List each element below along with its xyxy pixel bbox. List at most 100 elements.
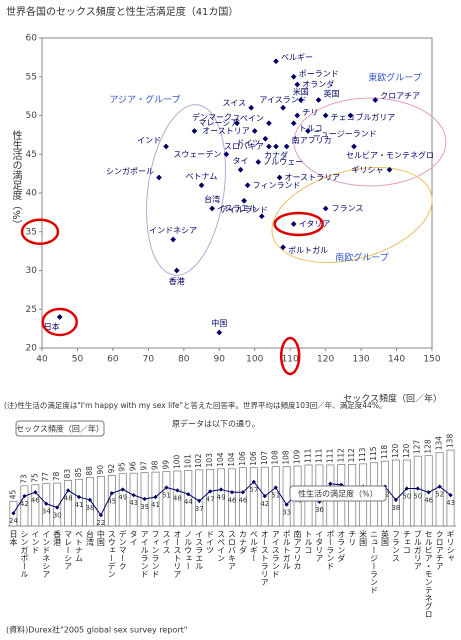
line-value-label: 41 xyxy=(151,501,160,509)
point xyxy=(290,221,297,227)
line-point xyxy=(186,492,191,497)
line-value-label: 33 xyxy=(282,509,291,517)
category-label: トルコ xyxy=(304,530,313,554)
point xyxy=(297,97,304,103)
line-point xyxy=(240,490,246,495)
group-ellipse xyxy=(271,166,433,264)
line-point xyxy=(142,496,147,502)
line-value-label: 46 xyxy=(228,496,237,504)
point-label: 香港 xyxy=(169,276,185,286)
bar xyxy=(238,467,247,527)
line-point xyxy=(262,493,267,499)
point-label: シンガポール xyxy=(106,166,154,176)
line-value-label: 46 xyxy=(424,496,433,504)
y-axis-label: 性生活の満足度（%） xyxy=(10,129,22,230)
bar-value-label: 77 xyxy=(41,472,50,482)
point xyxy=(266,120,272,127)
group-label: 南欧グループ xyxy=(335,252,388,264)
line-point xyxy=(328,481,333,486)
bar xyxy=(402,459,411,527)
x-tick-label: 130 xyxy=(352,355,369,365)
bar-value-label: 88 xyxy=(85,466,94,476)
point xyxy=(163,143,169,150)
point xyxy=(280,104,286,111)
point-label: 中国 xyxy=(211,318,227,328)
x-tick-label: 50 xyxy=(72,355,84,365)
category-label: スペイン xyxy=(217,530,226,562)
y-tick-label: 50 xyxy=(26,111,38,121)
line-value-label: 30 xyxy=(53,512,62,520)
bar xyxy=(184,470,193,527)
bar xyxy=(282,466,291,527)
category-label: タイ xyxy=(129,530,138,546)
bar-value-label: 113 xyxy=(358,447,367,462)
bar xyxy=(53,482,62,527)
point xyxy=(244,182,251,189)
point xyxy=(262,135,269,142)
bar-value-label: 120 xyxy=(402,443,411,458)
line-value-label: 44 xyxy=(184,498,193,506)
category-label: スロバキア xyxy=(228,530,237,570)
point-label: スロバキア xyxy=(224,142,264,151)
bar-value-label: 90 xyxy=(96,465,105,475)
line-point xyxy=(218,487,224,492)
highlight-circle xyxy=(41,307,78,337)
group-label: 東欧グループ xyxy=(368,72,421,84)
line-point xyxy=(153,494,158,500)
point-label: ドイツ xyxy=(236,138,260,147)
x-tick-label: 60 xyxy=(107,355,119,365)
x-tick-label: 70 xyxy=(143,355,155,365)
bar xyxy=(75,478,83,527)
point xyxy=(305,128,311,134)
bar-value-label: 95 xyxy=(118,462,127,472)
point xyxy=(216,329,223,336)
line-point xyxy=(284,502,289,507)
y-tick-label: 55 xyxy=(26,72,37,82)
category-label: 南アフリカ xyxy=(293,529,302,570)
point xyxy=(315,97,322,103)
line-point xyxy=(437,484,442,489)
category-label: ベルギー xyxy=(249,530,258,562)
point-label: 台湾 xyxy=(204,194,220,204)
line-value-label: 24 xyxy=(9,517,18,525)
category-label: フィンランド xyxy=(151,530,160,578)
bar-value-label: 138 xyxy=(446,434,455,449)
point-label: マレーシア xyxy=(198,119,238,128)
bar xyxy=(118,473,127,527)
highlight-circle xyxy=(279,336,301,376)
category-label: 日本 xyxy=(9,530,18,547)
x-tick-label: 90 xyxy=(214,355,226,365)
bar-value-label: 107 xyxy=(260,451,269,466)
legend-box xyxy=(15,420,105,437)
bar-value-label: 118 xyxy=(380,445,389,460)
bar-value-label: 111 xyxy=(303,448,312,463)
legend-label: セックス頻度（回／年） xyxy=(16,424,104,434)
category-label: オーストリア xyxy=(173,530,182,578)
point-label: タイ xyxy=(233,156,249,165)
bar xyxy=(446,449,455,527)
group-ellipse xyxy=(293,97,447,187)
point-label: デンマーク xyxy=(192,112,232,122)
point xyxy=(170,236,177,243)
bar xyxy=(271,466,280,527)
line-point xyxy=(229,490,235,495)
line-value-label: 52 xyxy=(435,491,444,499)
point-label: 英国 xyxy=(324,89,340,99)
line-value-label: 49 xyxy=(217,493,226,501)
x-tick-label: 80 xyxy=(178,355,190,365)
y-tick-label: 35 xyxy=(26,227,37,237)
legend-box xyxy=(289,485,387,502)
point xyxy=(258,213,265,220)
line-value-label: 46 xyxy=(31,496,40,504)
x-tick-label: 120 xyxy=(317,355,334,365)
point xyxy=(276,174,283,181)
line-value-label: 50 xyxy=(413,493,422,501)
line-value-label: 36 xyxy=(315,506,324,514)
bar-value-label: 111 xyxy=(314,448,323,463)
point-label: ベトナム xyxy=(186,172,218,181)
line-value-label: 38 xyxy=(391,504,400,512)
y-tick-label: 45 xyxy=(26,150,37,160)
category-label: マレーシア xyxy=(64,530,73,570)
point-label: スウェーデン xyxy=(173,149,221,159)
